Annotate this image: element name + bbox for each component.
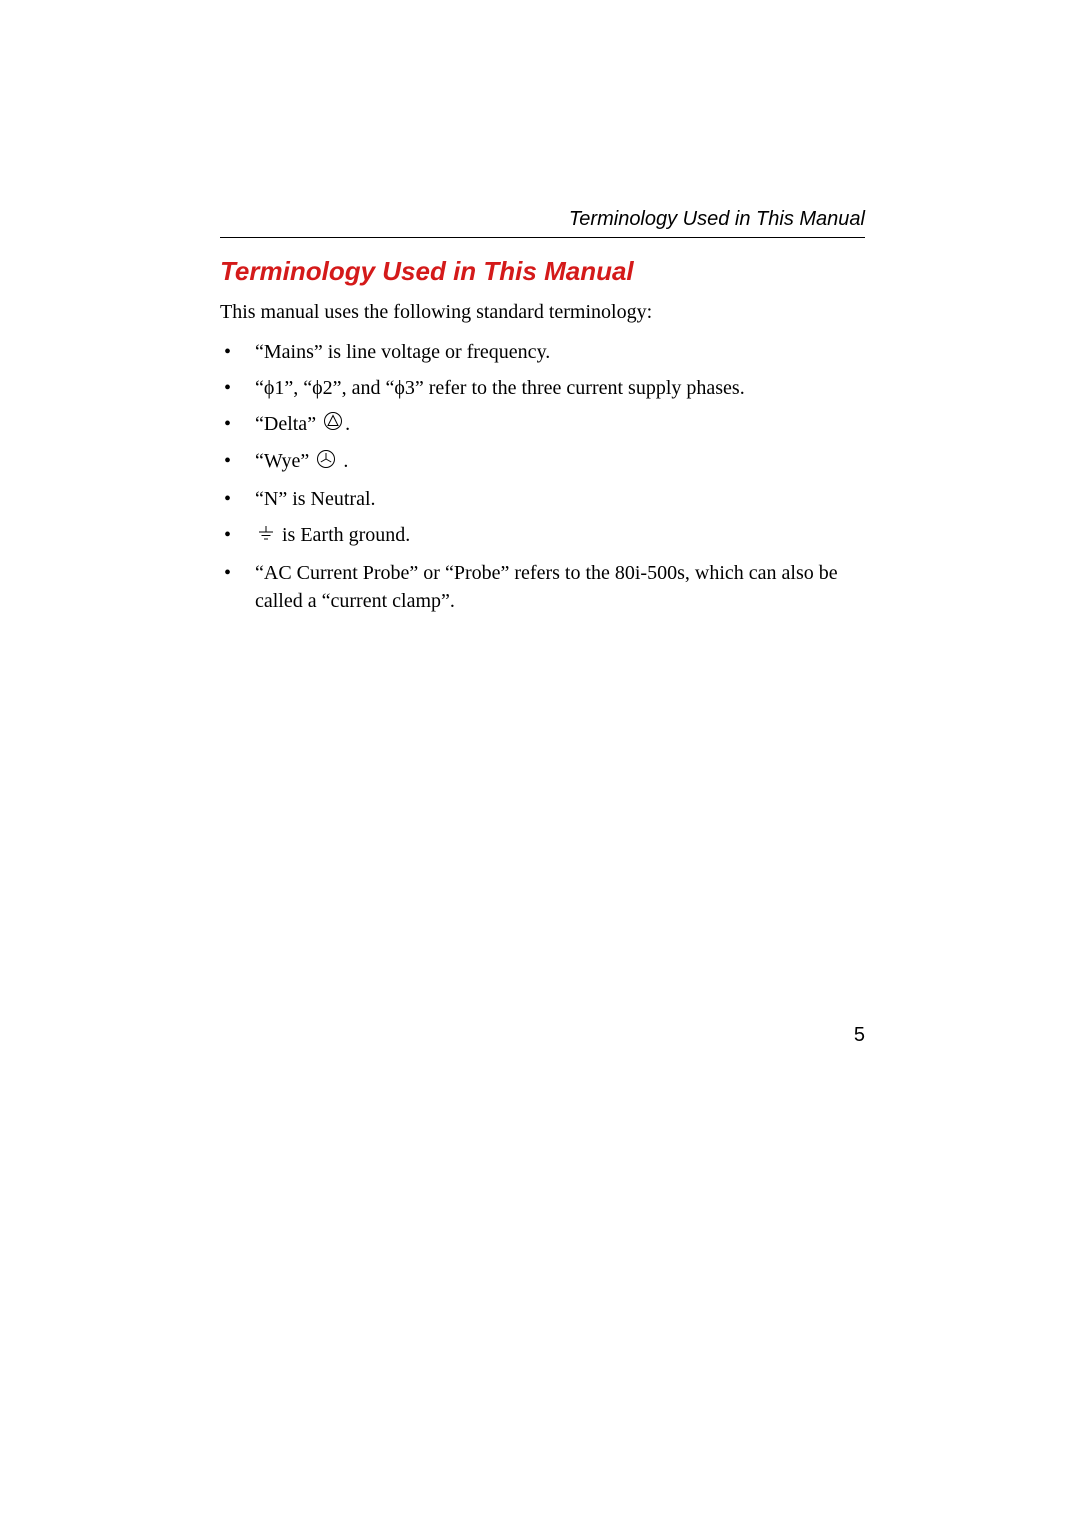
wye-symbol-icon [316,449,336,477]
list-item: “AC Current Probe” or “Probe” refers to … [220,559,865,615]
list-item: “N” is Neutral. [220,485,865,513]
list-item-text: “N” is Neutral. [255,488,376,510]
page-number: 5 [854,1024,865,1047]
list-item: is Earth ground. [220,521,865,551]
list-item-text: “AC Current Probe” or “Probe” refers to … [255,562,838,612]
list-item-text: “Delta” [255,413,321,435]
list-item-text-suffix: . [338,450,348,472]
page-container: Terminology Used in This Manual Terminol… [0,0,1080,615]
list-item: “ϕ1”, “ϕ2”, and “ϕ3” refer to the three … [220,374,865,402]
list-item-text-suffix: . [345,413,350,435]
list-item: “Wye” . [220,447,865,476]
terminology-list: “Mains” is line voltage or frequency. “ϕ… [220,338,865,615]
header-rule [220,237,865,238]
list-item: “Mains” is line voltage or frequency. [220,338,865,366]
list-item-text: “ϕ1”, “ϕ2”, and “ϕ3” refer to the three … [255,377,745,399]
page-header-label: Terminology Used in This Manual [220,208,865,231]
list-item-text: is Earth ground. [277,524,410,546]
list-item: “Delta” . [220,410,865,439]
section-title: Terminology Used in This Manual [220,256,865,287]
list-item-text: “Wye” [255,450,314,472]
delta-symbol-icon [323,411,343,439]
list-item-text: “Mains” is line voltage or frequency. [255,341,550,363]
earth-ground-icon [257,523,275,551]
intro-text: This manual uses the following standard … [220,301,865,324]
